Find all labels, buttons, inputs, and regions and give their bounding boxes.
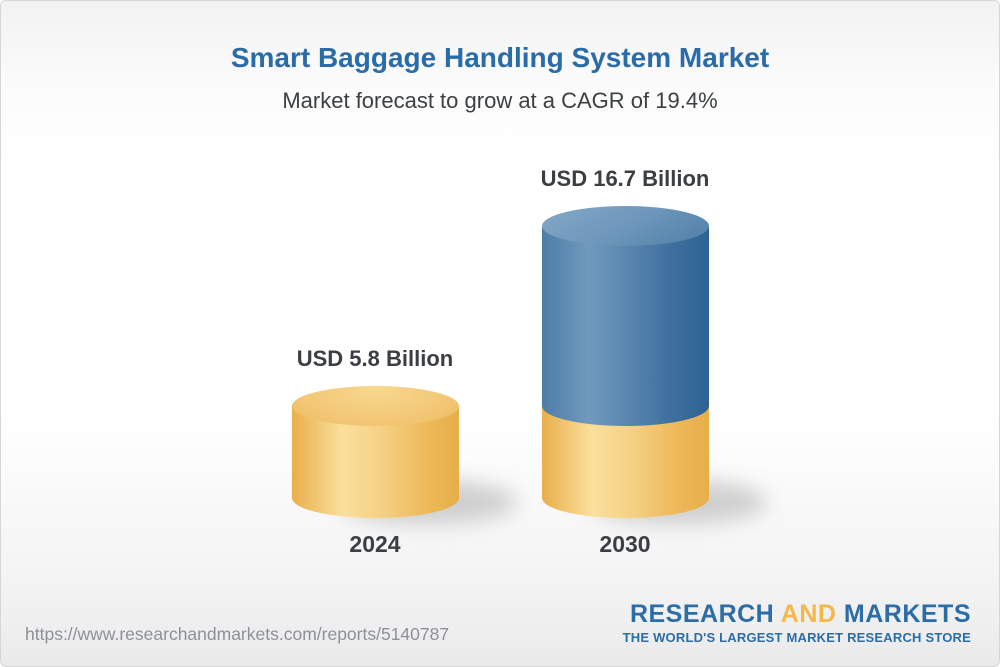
research-and-markets-logo: RESEARCH AND MARKETS THE WORLD'S LARGEST… [622, 602, 971, 645]
page-title: Smart Baggage Handling System Market [230, 42, 770, 73]
cylinder-top-2030 [542, 206, 709, 246]
logo-word-research: RESEARCH [629, 600, 775, 628]
logo-tagline: THE WORLD'S LARGEST MARKET RESEARCH STOR… [622, 630, 971, 645]
cylinder-bar-2024 [292, 386, 517, 524]
report-url: https://www.researchandmarkets.com/repor… [25, 624, 450, 644]
logo-wordmark: RESEARCH AND MARKETS [623, 602, 971, 627]
year-label-2024: 2024 [349, 531, 401, 557]
logo-word-and: AND [780, 600, 837, 628]
value-label-2024: USD 5.8 Billion [296, 346, 454, 371]
cylinder-bar-2030 [542, 206, 767, 524]
page-subtitle: Market forecast to grow at a CAGR of 19.… [282, 88, 718, 113]
year-label-2030: 2030 [599, 531, 651, 557]
logo-word-markets: MARKETS [843, 600, 971, 628]
value-label-2030: USD 16.7 Billion [540, 166, 710, 191]
cylinder-top-2024 [292, 386, 459, 426]
cylinder-body-2030-growth-segment [542, 226, 709, 426]
